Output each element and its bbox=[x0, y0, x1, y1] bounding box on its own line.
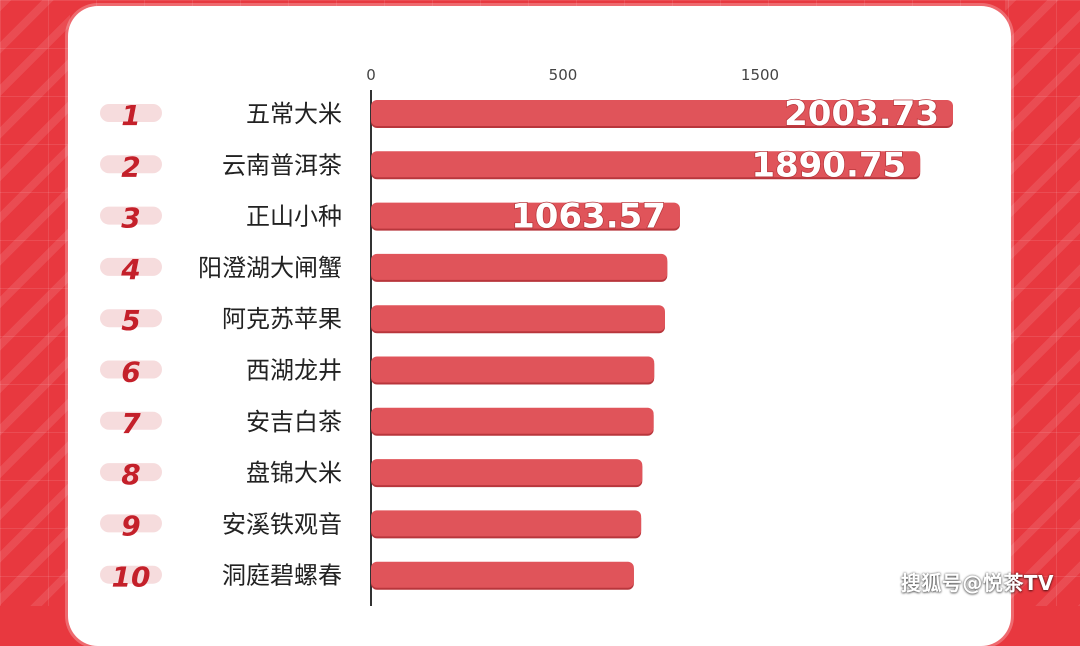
rank-pill bbox=[100, 155, 162, 174]
rank-number: 8 bbox=[121, 458, 140, 491]
bar bbox=[371, 100, 953, 126]
rank-number: 3 bbox=[121, 202, 140, 235]
rank-number: 1 bbox=[121, 99, 140, 132]
rank-pill bbox=[100, 360, 162, 379]
rank-pill bbox=[100, 411, 162, 430]
rank-pill bbox=[100, 104, 162, 122]
rank-number: 9 bbox=[121, 509, 140, 542]
bar bbox=[371, 407, 654, 434]
bar bbox=[371, 510, 642, 537]
category-label: 五常大米 bbox=[246, 100, 342, 128]
x-tick-label: 500 bbox=[549, 66, 578, 84]
rank-number: 10 bbox=[112, 561, 151, 594]
rank-number: 4 bbox=[120, 253, 140, 286]
category-label: 安溪铁观音 bbox=[222, 510, 342, 538]
bar bbox=[371, 459, 643, 486]
bar bbox=[371, 305, 665, 332]
rank-number: 5 bbox=[121, 304, 140, 337]
bar bbox=[371, 561, 634, 588]
background-stripes-left bbox=[0, 0, 70, 606]
rank-number: 2 bbox=[121, 150, 140, 183]
x-tick-label: 0 bbox=[366, 66, 376, 84]
category-label: 安吉白茶 bbox=[246, 408, 342, 436]
bar bbox=[371, 356, 655, 383]
background-stripes-right bbox=[1005, 0, 1080, 606]
rank-number: 7 bbox=[121, 407, 141, 440]
rank-pill bbox=[100, 463, 162, 482]
category-label: 洞庭碧螺春 bbox=[222, 562, 342, 590]
category-label: 阿克苏苹果 bbox=[222, 305, 342, 333]
value-label: 1890.75 bbox=[751, 145, 906, 185]
watermark: 搜狐号@悦茶TV bbox=[900, 571, 1054, 595]
category-label: 阳澄湖大闸蟹 bbox=[198, 254, 342, 282]
category-label: 云南普洱茶 bbox=[222, 151, 342, 179]
bar bbox=[371, 202, 680, 229]
rank-pill bbox=[100, 514, 162, 533]
rank-number: 6 bbox=[121, 356, 140, 389]
value-label: 2003.73 bbox=[784, 94, 939, 134]
rank-pill bbox=[100, 309, 162, 328]
category-label: 正山小种 bbox=[246, 203, 342, 231]
rank-pill bbox=[100, 206, 162, 225]
rank-pill bbox=[100, 565, 162, 584]
bar bbox=[371, 253, 668, 280]
x-tick-label: 1500 bbox=[741, 66, 779, 84]
bar-chart: 0 500 1500 1 五常大米 2003.73 2 云南普洱茶 1890.75 3 正山小种 10… bbox=[100, 66, 953, 606]
category-label: 西湖龙井 bbox=[246, 357, 342, 385]
rank-pill bbox=[100, 257, 162, 276]
category-label: 盘锦大米 bbox=[246, 459, 342, 487]
bar bbox=[371, 151, 921, 178]
value-label: 1063.57 bbox=[511, 197, 666, 237]
